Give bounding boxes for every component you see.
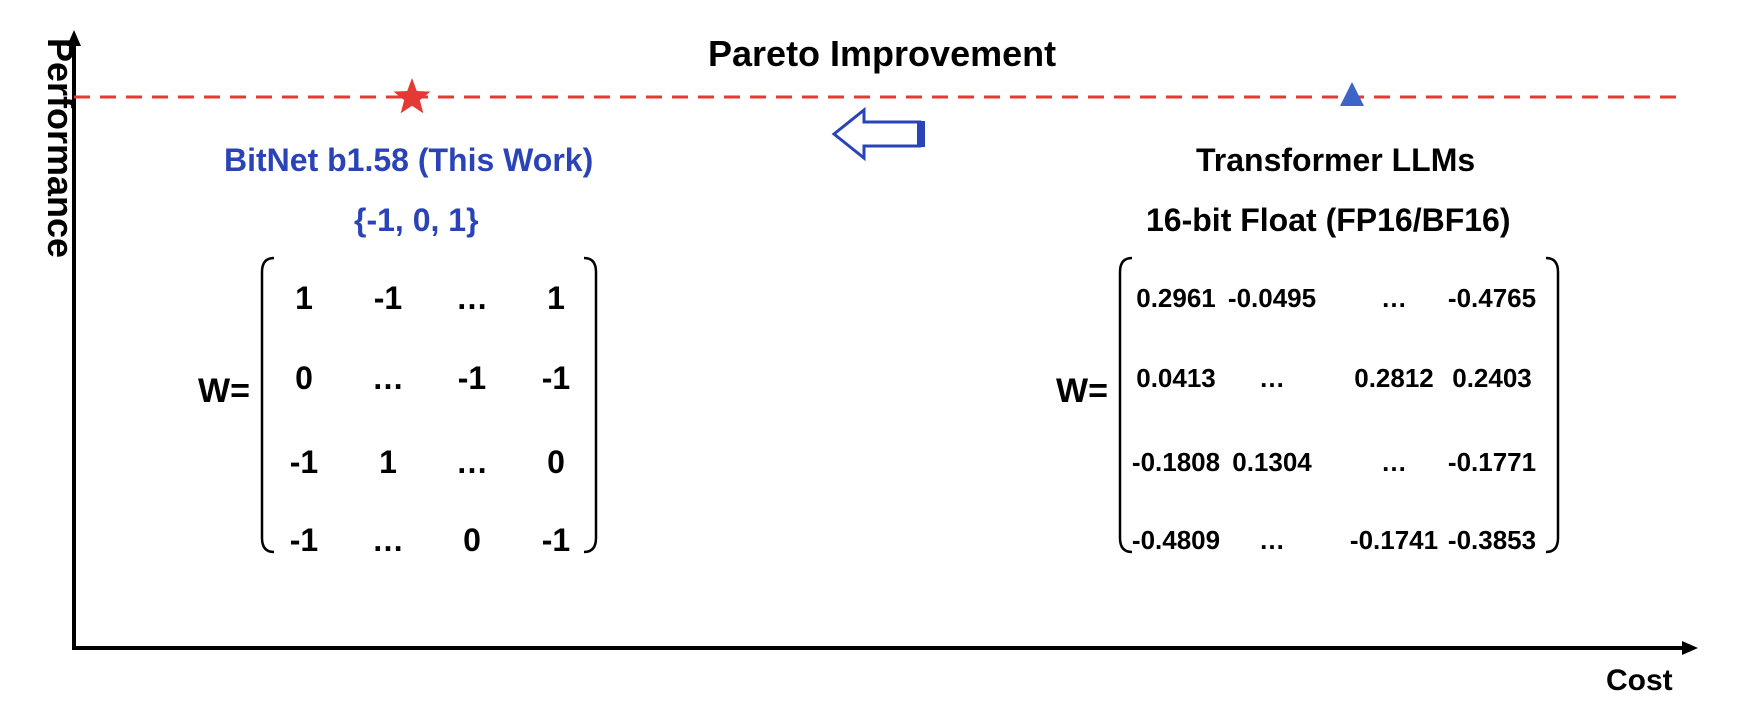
matrix-cell: -0.4765 [1447, 283, 1537, 313]
matrix-cell: -1 [457, 360, 487, 396]
matrix-cell: … [372, 360, 404, 396]
right-matrix-bracket-left [1118, 256, 1133, 554]
matrix-cell: 0 [547, 444, 565, 480]
matrix-cell: 0 [463, 522, 481, 558]
matrix-cell: 1 [547, 280, 565, 316]
transformer-subheading: 16-bit Float (FP16/BF16) [1146, 202, 1511, 238]
matrix-cell: -1 [373, 280, 403, 316]
diagram-title: Pareto Improvement [708, 33, 1057, 74]
matrix-cell: 0.0413 [1136, 363, 1216, 393]
matrix-cell: -0.1808 [1131, 447, 1221, 477]
matrix-cell: -0.0495 [1227, 283, 1317, 313]
left-matrix-bracket-right [583, 256, 598, 554]
matrix-cell: -1 [541, 522, 571, 558]
bitnet-w-label: W= [198, 372, 250, 410]
x-axis-arrowhead [1682, 641, 1698, 655]
bitnet-heading: BitNet b1.58 (This Work) [224, 142, 594, 178]
right-matrix-bracket-right [1545, 256, 1560, 554]
matrix-cell: 0.2812 [1354, 363, 1434, 393]
matrix-cell: … [1259, 525, 1285, 555]
matrix-cell: … [456, 280, 488, 316]
matrix-cell: -1 [541, 360, 571, 396]
y-axis-arrowhead [67, 30, 81, 46]
matrix-cell: -0.3853 [1447, 525, 1537, 555]
matrix-cell: 1 [295, 280, 313, 316]
matrix-cell: … [1381, 283, 1407, 313]
transformer-heading: Transformer LLMs [1196, 142, 1476, 178]
bitnet-value-set: {-1, 0, 1} [354, 202, 479, 238]
matrix-cell: 0.2961 [1136, 283, 1216, 313]
star-marker [393, 78, 431, 114]
pareto-arrow-left [831, 106, 925, 162]
matrix-cell: … [372, 522, 404, 558]
left-matrix-bracket-left [260, 256, 275, 554]
matrix-cell: -0.1741 [1349, 525, 1439, 555]
matrix-cell: 0 [295, 360, 313, 396]
matrix-cell: 1 [379, 444, 397, 480]
matrix-cell: -1 [289, 444, 319, 480]
triangle-marker [1340, 82, 1364, 106]
matrix-cell: -1 [289, 522, 319, 558]
x-axis-label: Cost [1606, 664, 1673, 697]
transformer-w-label: W= [1056, 372, 1108, 410]
matrix-cell: -0.4809 [1131, 525, 1221, 555]
matrix-cell: … [456, 444, 488, 480]
matrix-cell: … [1259, 363, 1285, 393]
matrix-cell: 0.1304 [1232, 447, 1312, 477]
matrix-cell: -0.1771 [1447, 447, 1537, 477]
matrix-cell: 0.2403 [1452, 363, 1532, 393]
matrix-cell: … [1381, 447, 1407, 477]
y-axis-label: Performance [40, 37, 81, 259]
